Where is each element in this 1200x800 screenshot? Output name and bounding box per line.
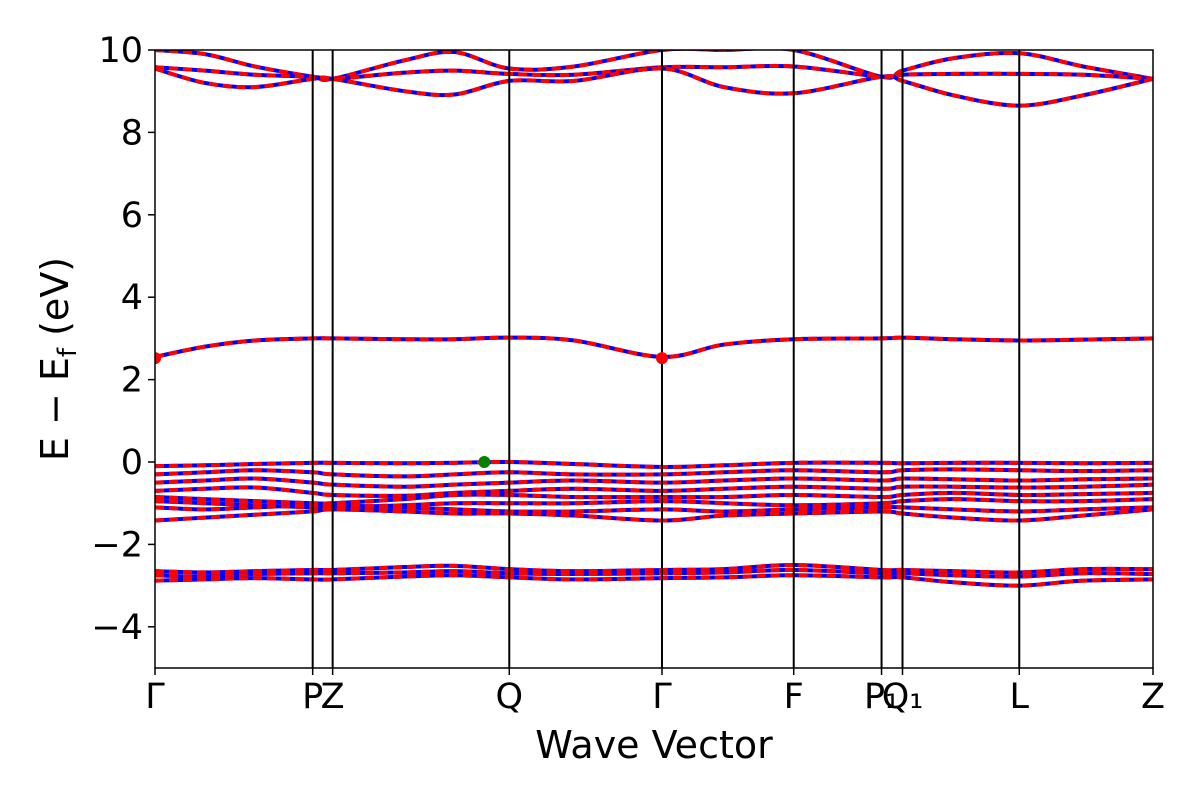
x-tick-label-7: Q₁ bbox=[882, 677, 924, 717]
marker-cbm-1 bbox=[655, 352, 668, 365]
bands-layer bbox=[155, 50, 1153, 588]
marker-cbm-0 bbox=[155, 352, 161, 365]
x-tick-label-8: L bbox=[1010, 677, 1030, 717]
x-tick-label-6: P₁ bbox=[864, 677, 899, 717]
y-tick-label: 8 bbox=[121, 113, 143, 153]
y-tick-label: 6 bbox=[121, 196, 143, 236]
x-tick-label-2: Z bbox=[321, 677, 345, 717]
marker-vbm-2 bbox=[478, 456, 491, 468]
y-tick-label: −4 bbox=[91, 608, 143, 648]
y-tick-label: 2 bbox=[121, 361, 143, 401]
y-axis: −4 −2 0 2 4 6 8 10 bbox=[91, 31, 155, 648]
band-conduction-mid-3-up bbox=[155, 335, 1153, 359]
y-tick-label: 4 bbox=[121, 278, 143, 318]
x-tick-label-5: F bbox=[784, 677, 804, 717]
y-axis-title-unit: (eV) bbox=[33, 257, 77, 348]
extrema-markers bbox=[155, 352, 668, 468]
x-tick-label-0: Γ bbox=[145, 677, 165, 717]
x-tick-label-9: Z bbox=[1141, 677, 1165, 717]
y-tick-label: 10 bbox=[98, 31, 143, 71]
y-tick-label: 0 bbox=[121, 443, 143, 483]
y-axis-title-main: E − E bbox=[33, 357, 77, 461]
y-axis-title-subscript: f bbox=[53, 347, 83, 357]
plot-frame bbox=[154, 49, 1154, 669]
y-tick-label: −2 bbox=[91, 525, 143, 565]
x-axis-title: Wave Vector bbox=[535, 723, 773, 767]
x-tick-label-1: P bbox=[302, 677, 323, 717]
y-axis-title: E − Ef (eV) bbox=[33, 257, 83, 461]
x-tick-label-3: Q bbox=[496, 677, 524, 717]
x-tick-label-4: Γ bbox=[652, 677, 672, 717]
